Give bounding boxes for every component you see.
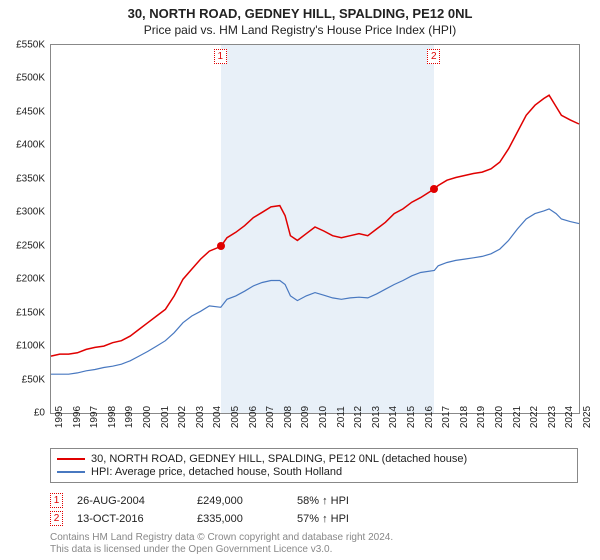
legend-item: HPI: Average price, detached house, Sout…	[57, 466, 571, 478]
series-property	[51, 95, 579, 356]
chart-title-block: 30, NORTH ROAD, GEDNEY HILL, SPALDING, P…	[0, 0, 600, 37]
chart-area: £0£50K£100K£150K£200K£250K£300K£350K£400…	[50, 44, 580, 414]
legend-label: HPI: Average price, detached house, Sout…	[91, 466, 342, 478]
sale-hpi: 57% ↑ HPI	[297, 513, 397, 525]
sale-date: 26-AUG-2004	[77, 495, 197, 507]
sale-price: £249,000	[197, 495, 297, 507]
title-line2: Price paid vs. HM Land Registry's House …	[0, 23, 600, 37]
y-axis-label: £150K	[1, 307, 45, 318]
footer-line: This data is licensed under the Open Gov…	[50, 544, 393, 556]
y-axis-label: £550K	[1, 40, 45, 51]
y-axis-label: £250K	[1, 240, 45, 251]
sales-row: 1 26-AUG-2004 £249,000 58% ↑ HPI	[50, 493, 397, 508]
sale-marker-dot	[217, 242, 225, 250]
sale-marker-label: 2	[427, 49, 440, 64]
sales-row: 2 13-OCT-2016 £335,000 57% ↑ HPI	[50, 511, 397, 526]
legend-swatch	[57, 471, 85, 473]
y-axis-label: £0	[1, 408, 45, 419]
sale-marker-icon: 2	[50, 511, 63, 526]
footer-line: Contains HM Land Registry data © Crown c…	[50, 532, 393, 544]
y-axis-label: £350K	[1, 173, 45, 184]
chart-lines	[51, 45, 579, 413]
sale-marker-dot	[430, 185, 438, 193]
sale-date: 13-OCT-2016	[77, 513, 197, 525]
sale-price: £335,000	[197, 513, 297, 525]
legend-label: 30, NORTH ROAD, GEDNEY HILL, SPALDING, P…	[91, 453, 467, 465]
y-axis-label: £450K	[1, 106, 45, 117]
title-line1: 30, NORTH ROAD, GEDNEY HILL, SPALDING, P…	[0, 6, 600, 21]
legend-item: 30, NORTH ROAD, GEDNEY HILL, SPALDING, P…	[57, 453, 571, 465]
footer-attribution: Contains HM Land Registry data © Crown c…	[50, 532, 393, 556]
y-axis-label: £200K	[1, 274, 45, 285]
y-axis-label: £100K	[1, 341, 45, 352]
sales-table: 1 26-AUG-2004 £249,000 58% ↑ HPI 2 13-OC…	[50, 490, 397, 529]
sale-marker-label: 1	[214, 49, 227, 64]
series-hpi	[51, 209, 579, 374]
y-axis-label: £300K	[1, 207, 45, 218]
y-axis-label: £50K	[1, 374, 45, 385]
legend-box: 30, NORTH ROAD, GEDNEY HILL, SPALDING, P…	[50, 448, 578, 483]
sale-hpi: 58% ↑ HPI	[297, 495, 397, 507]
y-axis-label: £500K	[1, 73, 45, 84]
sale-marker-icon: 1	[50, 493, 63, 508]
y-axis-label: £400K	[1, 140, 45, 151]
x-axis-label: 2025	[582, 406, 593, 428]
legend-swatch	[57, 458, 85, 460]
